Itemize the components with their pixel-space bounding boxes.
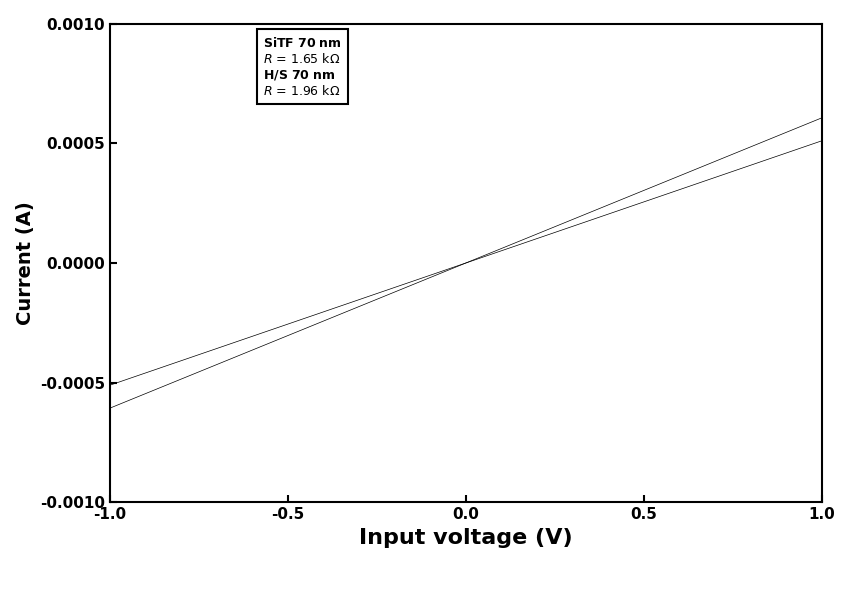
Y-axis label: Current (A): Current (A) xyxy=(15,201,35,325)
Text: $\mathbf{SiTF\ 70\ nm}$
$\it{R}$ = 1.65 k$\Omega$
$\mathbf{H/S\ 70\ nm}$
$\it{R}: $\mathbf{SiTF\ 70\ nm}$ $\it{R}$ = 1.65 … xyxy=(263,35,342,98)
X-axis label: Input voltage (V): Input voltage (V) xyxy=(359,528,573,548)
